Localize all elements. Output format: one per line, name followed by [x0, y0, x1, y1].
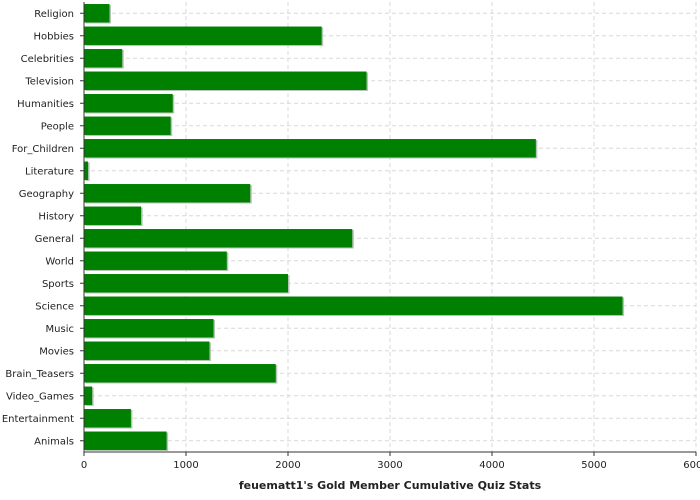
bar-celebrities: [84, 49, 123, 68]
y-tick-label: People: [41, 121, 74, 132]
y-tick-label: Video_Games: [6, 391, 74, 402]
y-tick-label: For_Children: [12, 144, 74, 155]
y-tick-label: Geography: [19, 189, 74, 200]
bars: [84, 4, 625, 451]
labels: 0 1000 2000 3000 4000 5000 6000 Religion Hobbies…: [2, 9, 700, 471]
y-tick-label: Animals: [34, 436, 74, 447]
y-tick-label: Hobbies: [34, 31, 74, 42]
bar-brain_teasers: [84, 364, 276, 383]
bar-general: [84, 229, 353, 248]
y-tick-label: Humanities: [17, 99, 74, 110]
y-tick-label: Science: [35, 301, 74, 312]
bar-science: [84, 296, 623, 315]
bar-movies: [84, 341, 210, 360]
bar-geography: [84, 184, 251, 203]
x-tick-label: 3000: [377, 460, 402, 471]
bar-entertainment: [84, 409, 131, 428]
bar-for_children: [84, 139, 536, 158]
bar-hobbies: [84, 26, 322, 45]
x-axis-title: feuematt1's Gold Member Cumulative Quiz …: [239, 479, 542, 492]
y-tick-label: Brain_Teasers: [5, 369, 74, 380]
bar-television: [84, 71, 367, 90]
y-tick-label: Literature: [25, 166, 74, 177]
y-tick-label: Television: [24, 76, 74, 87]
y-tick-label: Religion: [34, 9, 74, 20]
bar-history: [84, 206, 142, 225]
y-tick-label: General: [35, 234, 74, 245]
x-tick-label: 2000: [275, 460, 300, 471]
y-tick-label: Entertainment: [2, 414, 74, 425]
bar-literature: [84, 161, 89, 180]
x-tick-label: 4000: [479, 460, 504, 471]
grid-lines: [84, 2, 697, 452]
y-tick-label: Sports: [42, 279, 74, 290]
x-tick-label: 0: [81, 460, 87, 471]
y-tick-label: Music: [46, 324, 74, 335]
x-tick-label: 5000: [581, 460, 606, 471]
bar-humanities: [84, 94, 173, 113]
x-tick-label: 1000: [173, 460, 198, 471]
y-tick-label: History: [38, 211, 74, 222]
bar-world: [84, 251, 227, 270]
x-tick-label: 6000: [683, 460, 700, 471]
y-tick-label: World: [45, 256, 74, 267]
bar-religion: [84, 4, 110, 23]
bar-people: [84, 116, 171, 135]
bar-sports: [84, 274, 288, 293]
y-tick-label: Movies: [39, 346, 74, 357]
bar-video_games: [84, 386, 93, 405]
bar-animals: [84, 431, 167, 450]
y-tick-label: Celebrities: [21, 54, 74, 65]
bar-music: [84, 319, 214, 338]
axes: [80, 2, 697, 456]
